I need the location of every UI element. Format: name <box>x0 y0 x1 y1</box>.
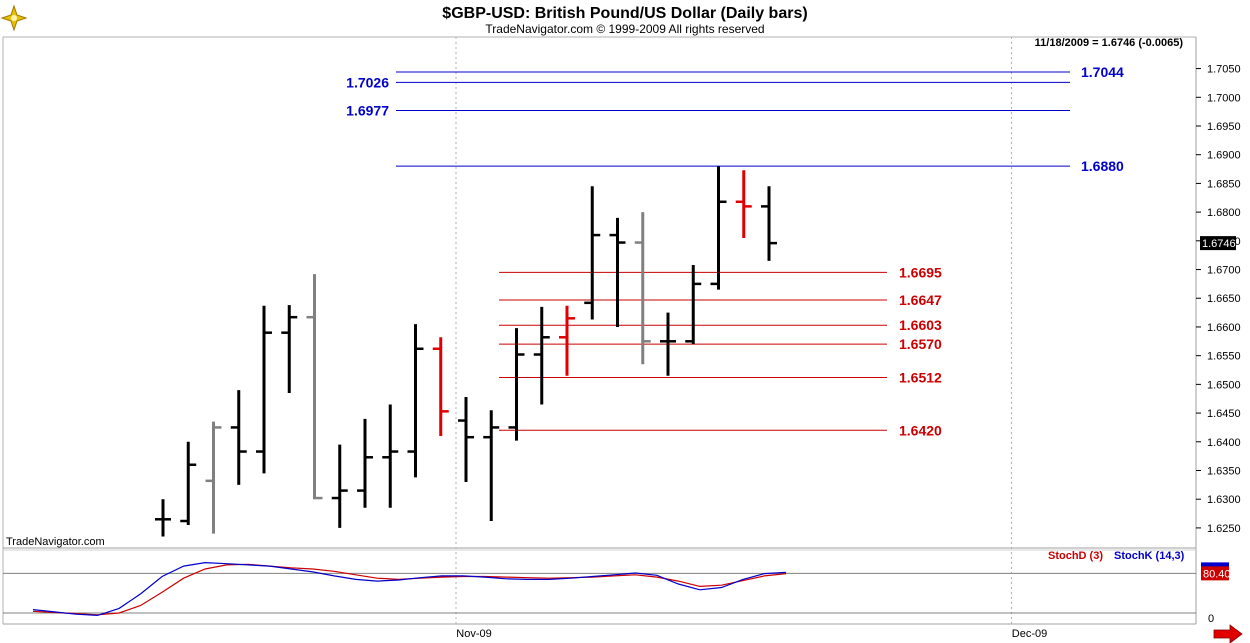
price-tick-label: 1.6900 <box>1207 150 1241 162</box>
stoch-k-legend: StochK (14,3) <box>1114 550 1185 562</box>
price-tick-label: 1.6250 <box>1207 523 1241 535</box>
last-price-label: 1.6746 <box>1202 238 1236 250</box>
ohlc-bar <box>710 166 727 290</box>
support-label: 1.6647 <box>899 292 942 308</box>
ohlc-bar <box>483 410 500 522</box>
last-price-box <box>1200 236 1236 251</box>
scroll-right-arrow-icon[interactable] <box>1213 624 1243 643</box>
price-tick-label: 1.6850 <box>1207 178 1241 190</box>
stoch-series-line <box>32 561 787 617</box>
price-tick-label: 1.6550 <box>1207 351 1241 363</box>
resistance-label: 1.7026 <box>346 74 389 90</box>
ohlc-bar <box>685 264 702 345</box>
price-tick-label: 1.6500 <box>1207 379 1241 391</box>
ohlc-bar <box>584 186 601 320</box>
support-label: 1.6420 <box>899 422 942 438</box>
ohlc-bar <box>205 421 222 534</box>
ohlc-bar <box>256 305 272 474</box>
ohlc-bar <box>382 404 399 508</box>
stoch-ref-box <box>1201 566 1229 581</box>
watermark-text: TradeNavigator.com <box>6 536 105 548</box>
stoch-ref-label: 80.40 <box>1203 568 1231 580</box>
support-label: 1.6570 <box>899 336 942 352</box>
ohlc-bar <box>660 312 676 376</box>
ohlc-bars <box>155 166 777 537</box>
tradenavigator-logo-icon <box>0 4 28 32</box>
price-tick-label: 1.6450 <box>1207 408 1241 420</box>
ohlc-bar <box>609 217 626 327</box>
ohlc-bar <box>230 390 247 485</box>
ohlc-bar <box>281 305 298 393</box>
copyright-text: TradeNavigator.com © 1999-2009 All right… <box>485 22 764 36</box>
price-tick-label: 1.6600 <box>1207 322 1241 334</box>
ohlc-bar <box>180 441 197 526</box>
resistance-label: 1.6977 <box>346 102 389 118</box>
ohlc-bar <box>432 337 449 437</box>
stoch-d-legend: StochD (3) <box>1048 550 1103 562</box>
last-quote: 11/18/2009 = 1.6746 (-0.0065) <box>1035 37 1184 49</box>
date-axis: Nov-09 Dec-09 <box>456 628 1047 640</box>
ohlc-bar <box>761 186 777 261</box>
price-tick-label: 1.6950 <box>1207 121 1241 133</box>
ohlc-bar <box>634 212 651 365</box>
support-label: 1.6695 <box>899 264 942 280</box>
price-tick-label: 1.6300 <box>1207 494 1241 506</box>
stoch-k-marker <box>1201 562 1229 568</box>
ohlc-bar <box>331 444 348 528</box>
resistance-label: 1.7044 <box>1081 64 1124 80</box>
chart-title: $GBP-USD: British Pound/US Dollar (Daily… <box>442 5 807 22</box>
price-tick-label: 1.6350 <box>1207 465 1241 477</box>
stochastic-panel: 80.40 0 StochD (3) StochK (14,3) <box>3 550 1231 625</box>
price-tick-label: 1.6800 <box>1207 207 1241 219</box>
ohlc-bar <box>155 499 171 537</box>
date-tick-label: Nov-09 <box>456 628 491 640</box>
price-axis: 1.6250 1.6300 1.6350 1.6400 1.6450 1.6500 1.65… <box>1196 64 1241 535</box>
ohlc-bar <box>357 418 373 508</box>
price-tick-label: 1.7050 <box>1207 64 1241 76</box>
price-tick-label: 1.6400 <box>1207 437 1241 449</box>
support-label: 1.6603 <box>899 317 942 333</box>
price-tick-label: 1.7000 <box>1207 92 1241 104</box>
levels-layer: 1.7044 1.7026 1.6977 1.6880 1.6695 1.6647 1.66… <box>346 64 1124 438</box>
resistance-label: 1.6880 <box>1081 158 1124 174</box>
ohlc-bar <box>407 324 424 478</box>
ohlc-bar <box>508 328 525 441</box>
ohlc-bar <box>533 306 550 405</box>
ohlc-bar <box>559 305 575 376</box>
date-tick-label: Dec-09 <box>1012 628 1047 640</box>
price-tick-label: 1.6700 <box>1207 265 1241 277</box>
price-tick-label: 1.6650 <box>1207 293 1241 305</box>
ohlc-bar <box>735 170 752 238</box>
stoch-zero-label: 0 <box>1208 613 1214 625</box>
ohlc-bar <box>458 396 474 482</box>
ohlc-bar <box>306 274 323 500</box>
support-label: 1.6512 <box>899 369 942 385</box>
